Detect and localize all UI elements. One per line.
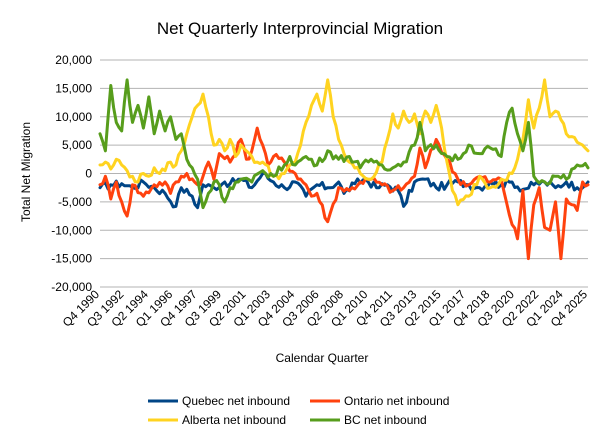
- y-tick-label: 0: [85, 167, 92, 181]
- y-tick-label: -10,000: [51, 223, 92, 237]
- series-line-4: [98, 78, 590, 210]
- legend-label: Alberta net inbound: [182, 413, 286, 427]
- y-tick-label: -5,000: [58, 195, 92, 209]
- y-tick-label: 5,000: [62, 138, 92, 152]
- legend-label: Quebec net inbound: [182, 394, 290, 408]
- y-tick-label: -20,000: [51, 280, 92, 294]
- grid-layer: [100, 59, 588, 288]
- series-line-2: [98, 126, 590, 261]
- y-tick-label: -15,000: [51, 252, 92, 266]
- chart-title: Net Quarterly Interprovincial Migration: [157, 19, 443, 38]
- y-axis-label: Total Net Migration: [19, 122, 33, 222]
- legend-label: Ontario net inbound: [344, 394, 449, 408]
- y-tick-label: 10,000: [55, 110, 92, 124]
- series-line-3: [98, 78, 590, 207]
- y-tick-label: 15,000: [55, 81, 92, 95]
- y-tick-labels: -20,000 -15,000 -10,000 -5,000 0 5,000 10,000 1…: [51, 53, 92, 294]
- y-tick-label: 20,000: [55, 53, 92, 67]
- legend-label: BC net inbound: [344, 413, 427, 427]
- legend: Quebec net inbound Ontario net inbound Alb…: [148, 394, 449, 427]
- series-layer: [98, 78, 590, 261]
- x-axis-label: Calendar Quarter: [276, 351, 369, 365]
